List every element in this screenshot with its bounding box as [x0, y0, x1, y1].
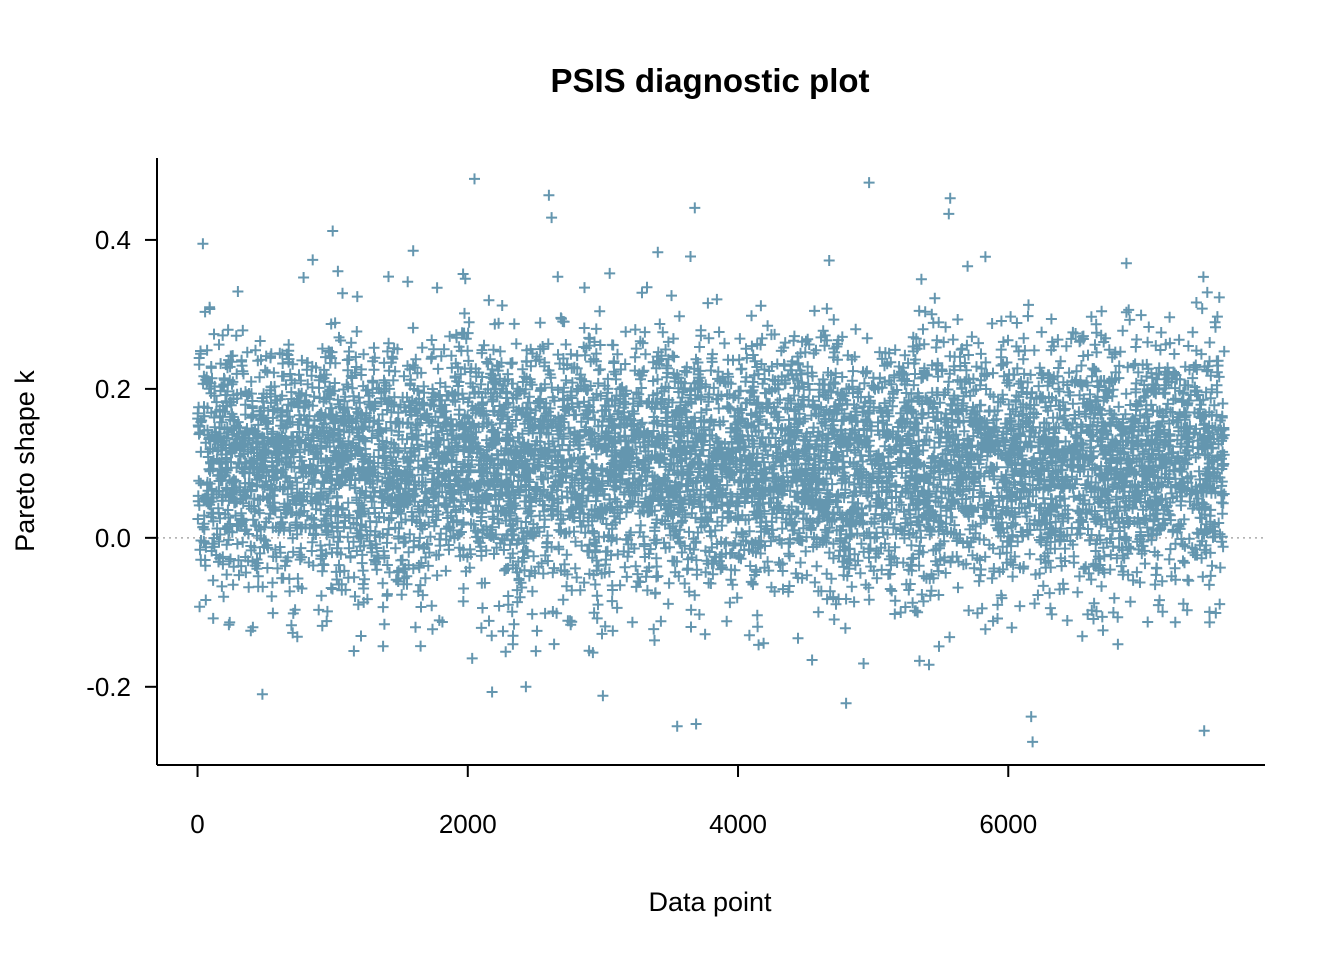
y-axis-label: Pareto shape k	[10, 370, 40, 552]
x-axis-label: Data point	[648, 887, 772, 917]
scatter-points	[192, 173, 1230, 748]
x-tick-label: 0	[190, 809, 204, 839]
y-tick-label: -0.2	[86, 672, 131, 702]
x-axis-ticks: 0 2000 4000 6000	[190, 765, 1037, 839]
y-tick-label: 0.2	[95, 374, 131, 404]
x-tick-label: 4000	[709, 809, 767, 839]
y-tick-label: 0.0	[95, 523, 131, 553]
x-tick-label: 6000	[979, 809, 1037, 839]
chart-title: PSIS diagnostic plot	[550, 62, 869, 99]
points-layer	[192, 173, 1230, 748]
x-tick-label: 2000	[439, 809, 497, 839]
y-tick-label: 0.4	[95, 225, 131, 255]
y-axis-ticks: -0.2 0.0 0.2 0.4	[86, 225, 157, 702]
